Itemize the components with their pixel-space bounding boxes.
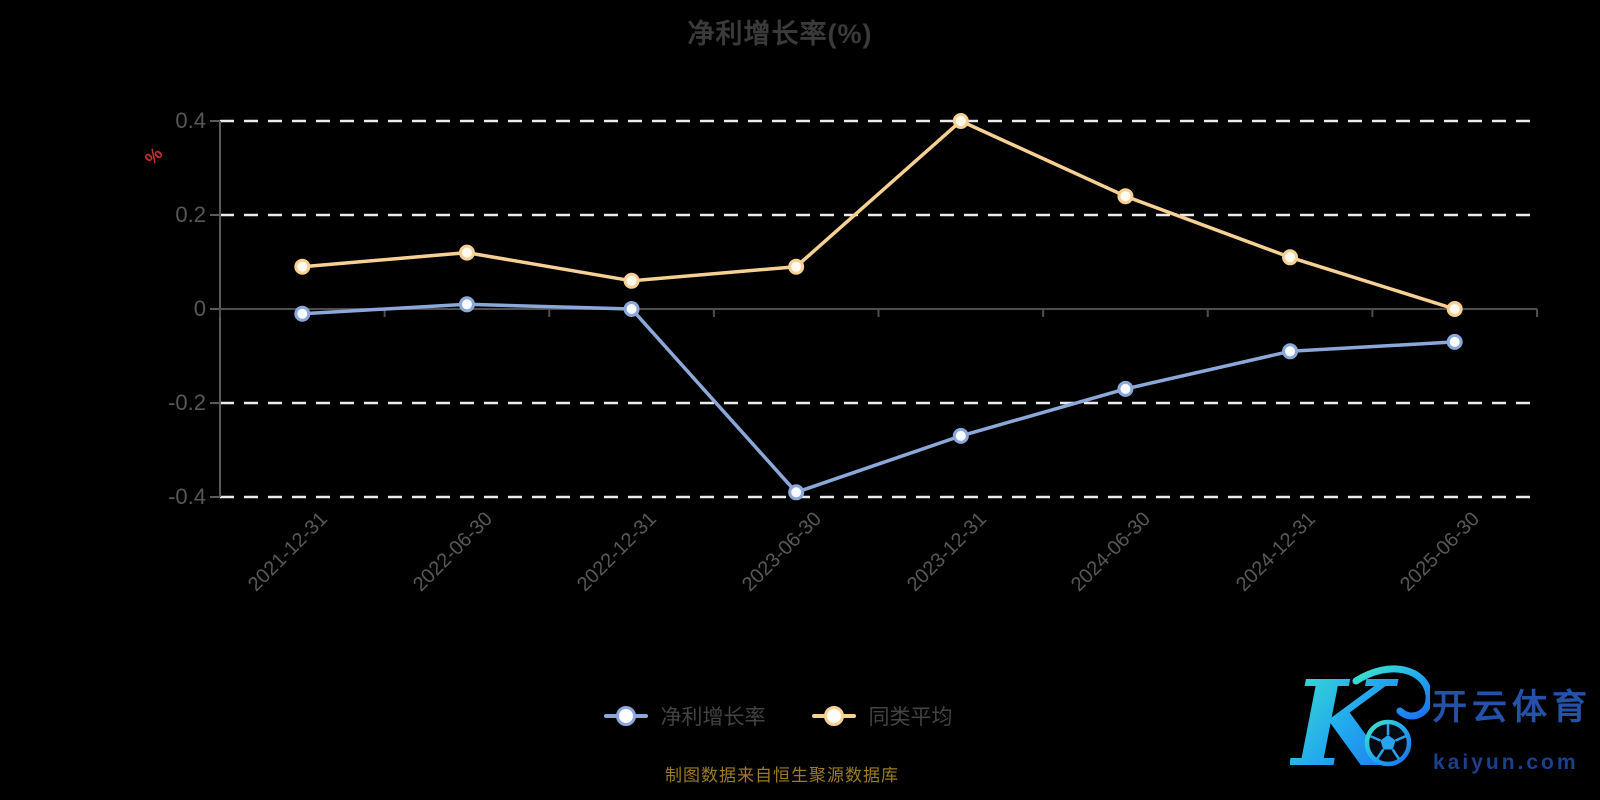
data-point[interactable]: [623, 301, 640, 317]
legend-label: 净利增长率: [660, 706, 766, 729]
data-point[interactable]: [1446, 301, 1463, 317]
data-point[interactable]: [952, 427, 969, 444]
data-point[interactable]: [458, 244, 475, 261]
legend-marker-blue-icon: [603, 704, 648, 728]
data-point[interactable]: [1446, 333, 1463, 350]
soccer-ball-icon: [1364, 719, 1412, 767]
data-point[interactable]: [1117, 188, 1134, 205]
data-point[interactable]: [1117, 380, 1134, 397]
data-point[interactable]: [294, 305, 311, 322]
chart-legend: 净利增长率 同类平均: [0, 701, 1578, 731]
logo-swirl: [1352, 665, 1430, 720]
data-point[interactable]: [788, 484, 805, 501]
legend-item-net-profit-growth[interactable]: 净利增长率: [603, 701, 766, 731]
data-point[interactable]: [294, 258, 311, 275]
logo-brand-text: 开云体育: [1432, 688, 1593, 727]
data-point[interactable]: [1282, 343, 1299, 360]
data-point[interactable]: [458, 296, 475, 313]
legend-marker-orange-icon: [811, 704, 856, 728]
kaiyun-watermark-logo: K 开云体育 kaiyun.com: [1290, 653, 1600, 793]
data-point[interactable]: [952, 113, 969, 129]
logo-k-soccer-icon: K: [1290, 654, 1430, 793]
data-point[interactable]: [1282, 249, 1299, 266]
logo-domain-text: kaiyun.com: [1433, 751, 1579, 774]
data-point[interactable]: [788, 258, 805, 275]
data-point[interactable]: [623, 272, 640, 289]
legend-label: 同类平均: [868, 706, 953, 729]
chart-title: 净利增长率(%): [687, 19, 873, 49]
legend-item-category-average[interactable]: 同类平均: [811, 701, 953, 731]
chart-caption: 制图数据来自恒生聚源数据库: [665, 766, 899, 785]
